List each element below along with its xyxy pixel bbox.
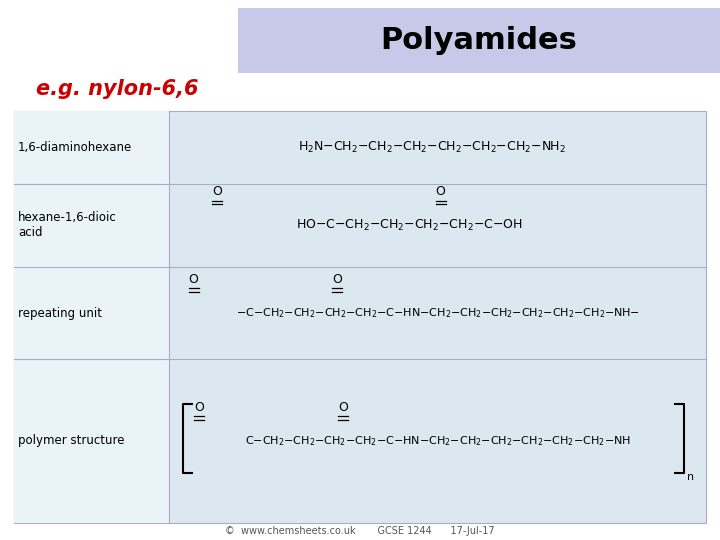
Text: e.g. nylon-6,6: e.g. nylon-6,6 <box>36 79 199 99</box>
Text: Polyamides: Polyamides <box>380 26 577 55</box>
Text: O: O <box>212 185 222 198</box>
Text: O: O <box>332 273 342 286</box>
Text: C$-$CH$_2$$-$CH$_2$$-$CH$_2$$-$CH$_2$$-$C$-$HN$-$CH$_2$$-$CH$_2$$-$CH$_2$$-$CH$_: C$-$CH$_2$$-$CH$_2$$-$CH$_2$$-$CH$_2$$-$… <box>245 434 631 448</box>
Text: H$_2$N$-$CH$_2$$-$CH$_2$$-$CH$_2$$-$CH$_2$$-$CH$_2$$-$CH$_2$$-$NH$_2$: H$_2$N$-$CH$_2$$-$CH$_2$$-$CH$_2$$-$CH$_… <box>298 140 566 154</box>
Text: O: O <box>189 273 199 286</box>
Text: HO$-$C$-$CH$_2$$-$CH$_2$$-$CH$_2$$-$CH$_2$$-$C$-$OH: HO$-$C$-$CH$_2$$-$CH$_2$$-$CH$_2$$-$CH$_… <box>296 218 522 233</box>
Text: 1,6-diaminohexane: 1,6-diaminohexane <box>18 140 132 154</box>
Text: O: O <box>194 401 204 414</box>
Text: polymer structure: polymer structure <box>18 434 125 448</box>
FancyBboxPatch shape <box>14 267 169 359</box>
Text: O: O <box>338 401 348 414</box>
Text: $-$C$-$CH$_2$$-$CH$_2$$-$CH$_2$$-$CH$_2$$-$C$-$HN$-$CH$_2$$-$CH$_2$$-$CH$_2$$-$C: $-$C$-$CH$_2$$-$CH$_2$$-$CH$_2$$-$CH$_2$… <box>235 306 640 320</box>
FancyBboxPatch shape <box>14 111 706 523</box>
Text: O: O <box>436 185 446 198</box>
FancyBboxPatch shape <box>14 111 169 184</box>
Text: hexane-1,6-dioic
acid: hexane-1,6-dioic acid <box>18 212 117 239</box>
Text: ©  www.chemsheets.co.uk       GCSE 1244      17-Jul-17: © www.chemsheets.co.uk GCSE 1244 17-Jul-… <box>225 525 495 536</box>
Text: repeating unit: repeating unit <box>18 307 102 320</box>
Text: n: n <box>687 472 694 482</box>
FancyBboxPatch shape <box>14 359 169 523</box>
FancyBboxPatch shape <box>238 8 720 73</box>
FancyBboxPatch shape <box>14 184 169 267</box>
